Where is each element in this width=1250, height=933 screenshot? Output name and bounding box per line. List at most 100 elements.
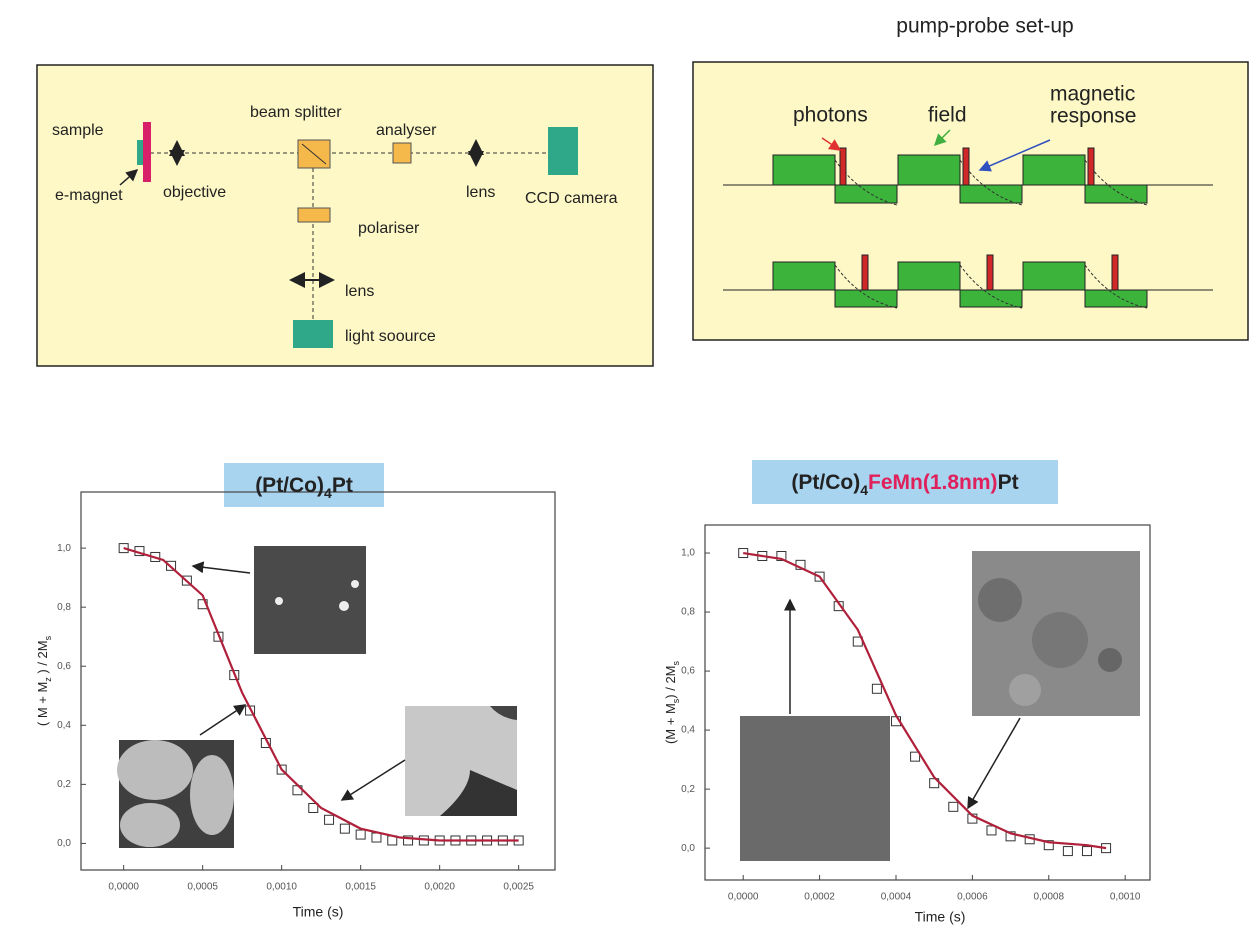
title-part: Pt <box>332 474 353 497</box>
chart-title: (Pt/Co)4FeMn(1.8nm)Pt <box>791 471 1018 498</box>
data-point <box>403 835 414 846</box>
title-part: FeMn(1.8nm) <box>868 471 998 494</box>
label: magnetic <box>1050 83 1135 106</box>
field-pulses <box>772 154 1148 308</box>
x-tick-label: 0,0005 <box>187 882 218 893</box>
label: photons <box>793 104 868 127</box>
light-source-icon <box>293 320 333 348</box>
data-point <box>308 802 319 813</box>
title-box <box>224 463 384 507</box>
title-part: Pt <box>998 471 1019 494</box>
y-tick-label: 0,6 <box>681 666 695 677</box>
x-tick-label: 0,0010 <box>266 882 297 893</box>
label: field <box>928 104 967 127</box>
y-tick-label: 0,6 <box>57 661 71 672</box>
data-point <box>1081 846 1092 857</box>
x-axis-label: Time (s) <box>293 904 344 920</box>
y-label-part: (M + M <box>663 703 678 744</box>
data-point <box>166 560 177 571</box>
title-part: 4 <box>860 482 868 498</box>
label: light soource <box>345 328 436 345</box>
sample-icon <box>143 122 151 182</box>
data-point <box>118 543 129 554</box>
fit-line <box>123 547 519 842</box>
e-magnet-icon <box>137 140 144 165</box>
x-tick-label: 0,0000 <box>728 892 759 903</box>
x-tick-label: 0,0010 <box>1110 892 1141 903</box>
fit-line <box>743 551 1107 850</box>
x-tick-label: 0,0008 <box>1033 892 1064 903</box>
pointer <box>933 129 951 147</box>
data-point <box>1062 846 1073 857</box>
label: objective <box>163 184 226 201</box>
label: beam splitter <box>250 104 342 121</box>
data-point <box>986 825 997 836</box>
inset-arrows <box>191 561 1021 810</box>
y-label-part: ) / 2M <box>663 665 678 698</box>
plot-frame <box>704 524 1151 881</box>
title-part: 4 <box>324 485 332 501</box>
y-label-part: s <box>671 698 681 703</box>
x-tick-label: 0,0015 <box>345 882 376 893</box>
pointer <box>978 139 1051 172</box>
y-tick-label: 0,0 <box>57 838 71 849</box>
data-point <box>910 751 921 762</box>
y-tick-label: 1,0 <box>57 543 71 554</box>
pump-probe-diagram: pump-probe set-up photons field magnetic… <box>692 15 1249 341</box>
label: e-magnet <box>55 187 123 204</box>
data-point <box>948 801 959 812</box>
analyser-icon <box>392 142 412 164</box>
data-point <box>1005 831 1016 842</box>
y-label-part: z <box>43 677 53 682</box>
label: CCD camera <box>525 190 618 207</box>
diagram-frame <box>36 64 654 367</box>
inset-images <box>117 546 1140 861</box>
label: response <box>1050 105 1136 128</box>
data-point <box>776 550 787 561</box>
label: lens <box>345 283 374 300</box>
data-point <box>339 823 350 834</box>
title-part: (Pt/Co) <box>791 471 860 494</box>
probe-pulses <box>839 147 1119 291</box>
x-tick-label: 0,0000 <box>108 882 139 893</box>
x-tick-label: 0,0025 <box>503 882 534 893</box>
polariser-icon <box>297 207 331 223</box>
data-point <box>871 683 882 694</box>
y-label-part: ) / 2M <box>35 640 50 677</box>
y-label-part: s <box>43 635 53 640</box>
y-label-part: ( M + M <box>35 682 50 726</box>
x-tick-label: 0,0006 <box>957 892 988 903</box>
y-tick-label: 0,4 <box>57 720 71 731</box>
setup-diagram: sample e-magnet objective beam splitter … <box>36 64 654 367</box>
data-point <box>324 814 335 825</box>
beam-splitter-icon <box>301 143 327 165</box>
title-box <box>752 460 1058 504</box>
label: analyser <box>376 122 437 139</box>
x-tick-label: 0,0004 <box>881 892 912 903</box>
label: polariser <box>358 220 420 237</box>
y-tick-label: 0,2 <box>681 784 695 795</box>
y-label-part: s <box>671 660 681 665</box>
pointer <box>821 137 842 151</box>
data-point <box>181 575 192 586</box>
data-point <box>814 571 825 582</box>
data-point <box>371 832 382 843</box>
label: sample <box>52 122 104 139</box>
diagram-title: pump-probe set-up <box>896 15 1073 38</box>
data-point <box>1043 840 1054 851</box>
y-axis-label: ( M + Mz ) / 2Ms <box>35 635 53 726</box>
title-part: (Pt/Co) <box>255 474 324 497</box>
y-axis-label: (M + Ms) / 2Ms <box>663 660 681 744</box>
x-axis-label: Time (s) <box>915 909 966 925</box>
label: lens <box>466 184 495 201</box>
x-tick-label: 0,0002 <box>804 892 835 903</box>
y-tick-label: 0,8 <box>57 602 71 613</box>
y-tick-label: 0,0 <box>681 843 695 854</box>
chart-title: (Pt/Co)4Pt <box>255 474 353 501</box>
y-tick-label: 0,8 <box>681 607 695 618</box>
data-point <box>276 764 287 775</box>
y-tick-label: 1,0 <box>681 548 695 559</box>
camera-icon <box>548 127 578 175</box>
